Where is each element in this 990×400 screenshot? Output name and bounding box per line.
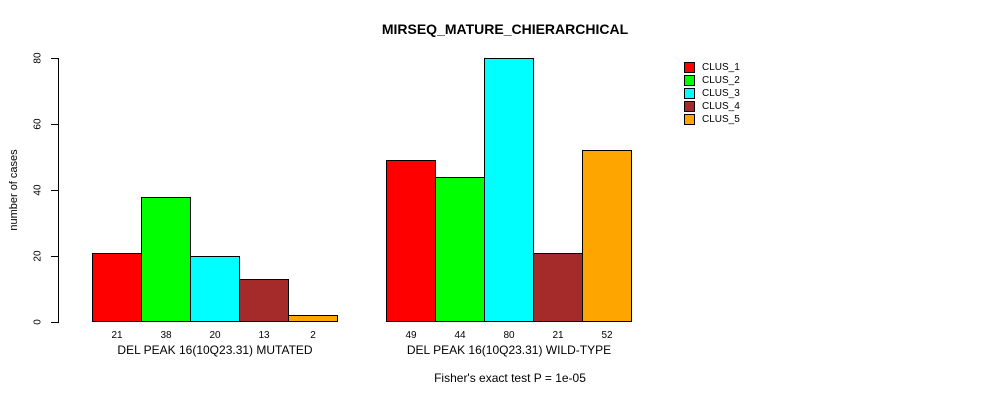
bar bbox=[288, 315, 338, 322]
y-axis-line bbox=[58, 58, 59, 323]
bar bbox=[141, 197, 191, 322]
bar-value-label: 38 bbox=[160, 330, 172, 341]
bar-value-label: 49 bbox=[405, 330, 417, 341]
bar bbox=[190, 256, 240, 322]
bar-value-label: 2 bbox=[310, 330, 316, 341]
bar-value-label: 20 bbox=[209, 330, 221, 341]
legend-label: CLUS_1 bbox=[702, 62, 740, 73]
y-tick-mark bbox=[51, 256, 58, 257]
y-tick-label: 0 bbox=[32, 319, 44, 325]
legend-swatch bbox=[684, 88, 695, 99]
category-label: DEL PEAK 16(10Q23.31) MUTATED bbox=[117, 343, 313, 357]
bar-value-label: 21 bbox=[111, 330, 123, 341]
legend: CLUS_1 CLUS_2 CLUS_3 CLUS_4 CLUS_5 bbox=[684, 61, 740, 126]
y-tick-label: 60 bbox=[32, 118, 44, 130]
legend-swatch bbox=[684, 114, 695, 125]
legend-label: CLUS_3 bbox=[702, 88, 740, 99]
legend-swatch bbox=[684, 101, 695, 112]
category-label: DEL PEAK 16(10Q23.31) WILD-TYPE bbox=[406, 343, 612, 357]
y-tick-mark bbox=[51, 58, 58, 59]
bar bbox=[239, 279, 289, 322]
bar bbox=[386, 160, 436, 322]
bar-value-label: 44 bbox=[454, 330, 466, 341]
legend-label: CLUS_5 bbox=[702, 114, 740, 125]
legend-row: CLUS_3 bbox=[684, 87, 740, 100]
bar-value-label: 52 bbox=[601, 330, 613, 341]
bar bbox=[582, 150, 632, 322]
y-tick-mark bbox=[51, 322, 58, 323]
bar bbox=[533, 253, 583, 322]
legend-swatch bbox=[684, 62, 695, 73]
bar bbox=[92, 253, 142, 322]
bar bbox=[484, 58, 534, 322]
annotation-text: Fisher's exact test P = 1e-05 bbox=[434, 371, 586, 385]
chart-title: MIRSEQ_MATURE_CHIERARCHICAL bbox=[381, 21, 629, 37]
y-tick-mark bbox=[51, 190, 58, 191]
legend-row: CLUS_5 bbox=[684, 113, 740, 126]
y-tick-label: 40 bbox=[32, 184, 44, 196]
bar-value-label: 80 bbox=[503, 330, 515, 341]
legend-label: CLUS_4 bbox=[702, 101, 740, 112]
legend-row: CLUS_4 bbox=[684, 100, 740, 113]
bar-value-label: 21 bbox=[552, 330, 564, 341]
y-tick-label: 80 bbox=[32, 52, 44, 64]
legend-label: CLUS_2 bbox=[702, 75, 740, 86]
legend-row: CLUS_1 bbox=[684, 61, 740, 74]
y-axis-label: number of cases bbox=[8, 149, 20, 231]
bar-value-label: 13 bbox=[258, 330, 270, 341]
y-tick-label: 20 bbox=[32, 250, 44, 262]
legend-swatch bbox=[684, 75, 695, 86]
legend-row: CLUS_2 bbox=[684, 74, 740, 87]
y-tick-mark bbox=[51, 124, 58, 125]
bar bbox=[435, 177, 485, 322]
